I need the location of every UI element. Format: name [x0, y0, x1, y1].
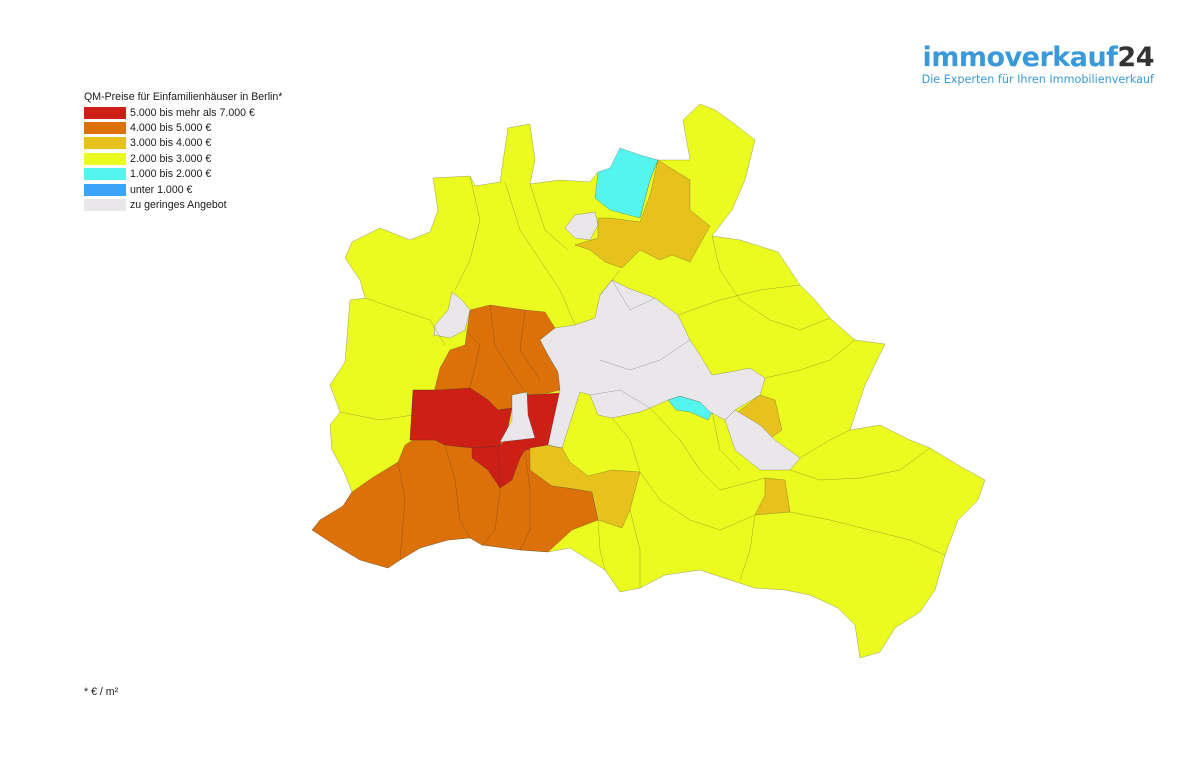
legend-item: unter 1.000 €	[84, 182, 282, 197]
legend-swatch	[84, 122, 126, 135]
legend-swatch	[84, 152, 126, 165]
legend-item: 4.000 bis 5.000 €	[84, 120, 282, 135]
legend-swatch	[84, 137, 126, 150]
legend-label: 4.000 bis 5.000 €	[130, 122, 212, 135]
legend-swatch	[84, 199, 126, 212]
legend-label: 2.000 bis 3.000 €	[130, 152, 212, 165]
brand-name-part1: immoverkauf	[922, 42, 1118, 73]
legend-swatch	[84, 106, 126, 119]
legend-item: 1.000 bis 2.000 €	[84, 167, 282, 182]
district-gold-north	[574, 159, 711, 269]
legend-swatch	[84, 168, 126, 181]
brand-tagline: Die Experten für Ihren Immobilienverkauf	[921, 73, 1154, 86]
district-grey-enclave	[499, 391, 536, 443]
legend-label: 5.000 bis mehr als 7.000 €	[130, 106, 255, 119]
legend-swatch	[84, 183, 126, 196]
district-boundaries	[339, 175, 946, 588]
legend-item: 3.000 bis 4.000 €	[84, 136, 282, 151]
legend-label: zu geringes Angebot	[130, 199, 227, 212]
map-legend: QM-Preise für Einfamilienhäuser in Berli…	[84, 91, 282, 213]
legend-item: 2.000 bis 3.000 €	[84, 151, 282, 166]
district-cyan-center	[667, 395, 713, 421]
district-cyan-north	[594, 147, 659, 219]
legend-title: QM-Preise für Einfamilienhäuser in Berli…	[84, 91, 283, 103]
brand-name-part2: 24	[1117, 42, 1154, 73]
district-grey-north	[564, 211, 599, 241]
legend-label: unter 1.000 €	[130, 183, 193, 196]
legend-label: 3.000 bis 4.000 €	[130, 137, 212, 150]
district-grey-west	[433, 291, 471, 339]
brand-logo: immoverkauf24 Die Experten für Ihren Imm…	[921, 44, 1155, 87]
legend-label: 1.000 bis 2.000 €	[130, 168, 212, 181]
brand-name: immoverkauf24	[922, 44, 1154, 72]
legend-item: zu geringes Angebot	[84, 197, 282, 212]
district-gold-south	[529, 444, 641, 529]
district-grey-southeast	[724, 409, 801, 471]
district-gold-southeast	[754, 477, 791, 516]
legend-item: 5.000 bis mehr als 7.000 €	[84, 105, 282, 120]
footnote: * € / m²	[84, 686, 119, 698]
